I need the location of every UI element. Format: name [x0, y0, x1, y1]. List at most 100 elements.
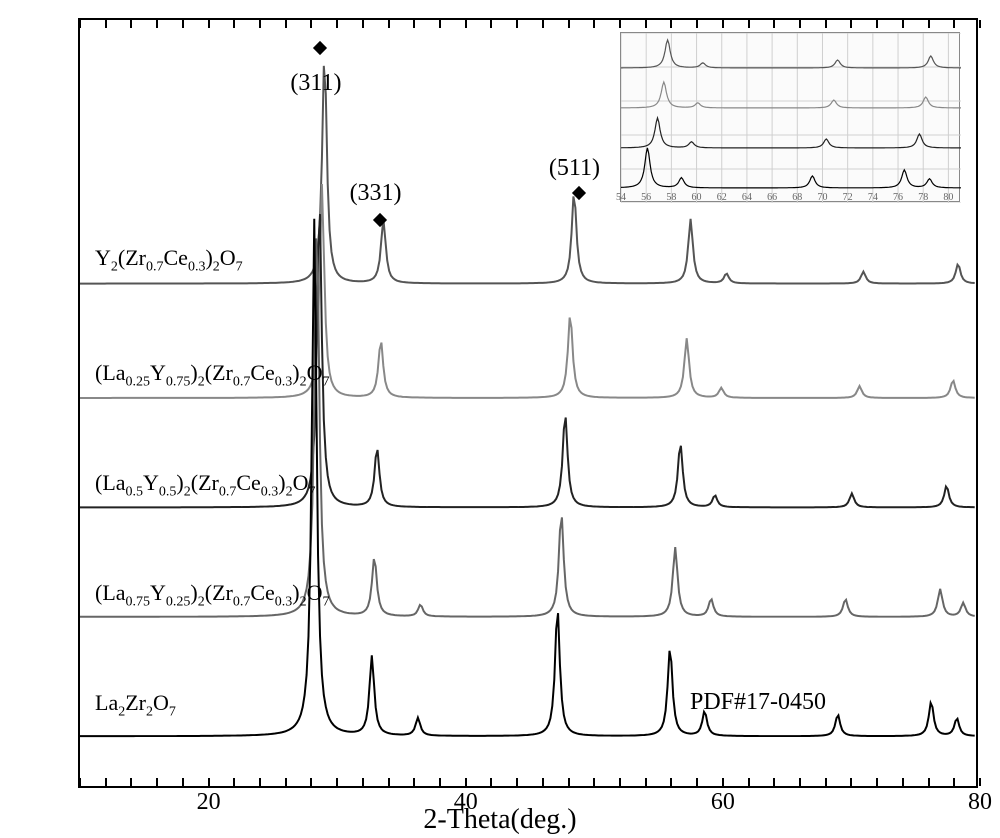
inset-x-tick: 62	[717, 192, 727, 203]
inset-pattern	[621, 118, 961, 148]
x-tick-mark	[542, 778, 544, 786]
x-tick-mark	[722, 778, 724, 786]
x-tick-mark	[310, 778, 312, 786]
inset-x-tick: 80	[943, 192, 953, 203]
inset-pattern	[621, 40, 961, 68]
x-tick-mark-top	[156, 20, 158, 28]
inset-pattern	[621, 148, 961, 188]
x-tick-mark-top	[593, 20, 595, 28]
x-tick-mark-top	[310, 20, 312, 28]
x-tick-mark-top	[619, 20, 621, 28]
x-tick-mark	[439, 778, 441, 786]
x-tick-mark	[388, 778, 390, 786]
x-tick-mark-top	[670, 20, 672, 28]
x-tick-mark	[362, 778, 364, 786]
pdf-card-label: PDF#17-0450	[690, 689, 826, 716]
x-tick-mark-top	[748, 20, 750, 28]
inset-x-tick: 60	[692, 192, 702, 203]
inset-svg	[621, 33, 961, 203]
series-label: (La0.75Y0.25)2(Zr0.7Ce0.3)2O7	[95, 580, 330, 610]
x-tick-mark	[285, 778, 287, 786]
x-tick-mark	[336, 778, 338, 786]
inset-chart: 5456586062646668707274767880	[620, 32, 960, 202]
x-tick-mark-top	[130, 20, 132, 28]
x-tick-mark	[259, 778, 261, 786]
inset-x-tick: 72	[843, 192, 853, 203]
x-tick-mark	[902, 778, 904, 786]
x-tick-mark	[619, 778, 621, 786]
x-tick-mark-top	[953, 20, 955, 28]
x-tick-mark	[130, 778, 132, 786]
series-label: La2Zr2O7	[95, 690, 176, 720]
x-tick-mark	[850, 778, 852, 786]
x-tick-mark	[696, 778, 698, 786]
x-tick-mark-top	[208, 20, 210, 28]
x-tick-mark	[413, 778, 415, 786]
x-tick-mark	[490, 778, 492, 786]
xrd-pattern-(La0.75Y0.25)2(Zr0.7Ce0.3)2O7	[80, 238, 975, 616]
x-tick-mark	[773, 778, 775, 786]
x-tick-mark	[233, 778, 235, 786]
x-tick-label: 20	[197, 789, 221, 816]
x-tick-mark	[799, 778, 801, 786]
x-tick-mark-top	[876, 20, 878, 28]
x-tick-mark	[516, 778, 518, 786]
x-tick-mark-top	[105, 20, 107, 28]
x-tick-mark-top	[233, 20, 235, 28]
x-tick-mark-top	[825, 20, 827, 28]
x-tick-mark	[953, 778, 955, 786]
x-tick-mark	[593, 778, 595, 786]
x-tick-mark-top	[285, 20, 287, 28]
x-axis-label: 2-Theta(deg.)	[423, 804, 576, 836]
x-tick-mark	[645, 778, 647, 786]
xrd-chart: 20406080 Y2(Zr0.7Ce0.3)2O7(La0.25Y0.75)2…	[78, 18, 978, 788]
peak-label: (331)	[350, 180, 402, 207]
x-tick-mark-top	[388, 20, 390, 28]
x-tick-mark	[105, 778, 107, 786]
x-tick-mark	[182, 778, 184, 786]
x-tick-mark	[156, 778, 158, 786]
x-tick-mark-top	[568, 20, 570, 28]
x-tick-mark	[465, 778, 467, 786]
inset-x-tick: 64	[742, 192, 752, 203]
x-tick-mark-top	[259, 20, 261, 28]
x-tick-mark-top	[516, 20, 518, 28]
inset-x-tick: 70	[817, 192, 827, 203]
inset-x-tick: 58	[666, 192, 676, 203]
x-tick-label: 60	[711, 789, 735, 816]
x-tick-label: 40	[454, 789, 478, 816]
x-tick-mark-top	[773, 20, 775, 28]
peak-label: (311)	[290, 70, 341, 97]
x-tick-mark-top	[542, 20, 544, 28]
x-tick-label: 80	[968, 789, 992, 816]
x-tick-mark-top	[722, 20, 724, 28]
x-tick-mark-top	[799, 20, 801, 28]
x-tick-mark-top	[439, 20, 441, 28]
x-tick-mark-top	[362, 20, 364, 28]
x-tick-mark-top	[413, 20, 415, 28]
series-label: Y2(Zr0.7Ce0.3)2O7	[95, 245, 243, 275]
inset-x-tick: 74	[868, 192, 878, 203]
x-tick-mark-top	[465, 20, 467, 28]
series-label: (La0.5Y0.5)2(Zr0.7Ce0.3)2O7	[95, 470, 316, 500]
inset-x-tick: 68	[792, 192, 802, 203]
peak-label: (511)	[549, 155, 600, 182]
x-tick-mark-top	[490, 20, 492, 28]
x-tick-mark-top	[979, 20, 981, 28]
x-tick-mark-top	[79, 20, 81, 28]
x-tick-mark-top	[928, 20, 930, 28]
inset-x-tick: 78	[918, 192, 928, 203]
x-tick-mark	[979, 778, 981, 786]
inset-x-tick: 56	[641, 192, 651, 203]
x-tick-mark-top	[902, 20, 904, 28]
x-tick-mark	[208, 778, 210, 786]
inset-pattern	[621, 82, 961, 108]
x-tick-mark	[825, 778, 827, 786]
x-tick-mark-top	[336, 20, 338, 28]
inset-x-tick: 76	[893, 192, 903, 203]
series-label: (La0.25Y0.75)2(Zr0.7Ce0.3)2O7	[95, 360, 330, 390]
x-tick-mark-top	[850, 20, 852, 28]
x-tick-mark	[79, 778, 81, 786]
x-tick-mark	[928, 778, 930, 786]
x-tick-mark	[876, 778, 878, 786]
